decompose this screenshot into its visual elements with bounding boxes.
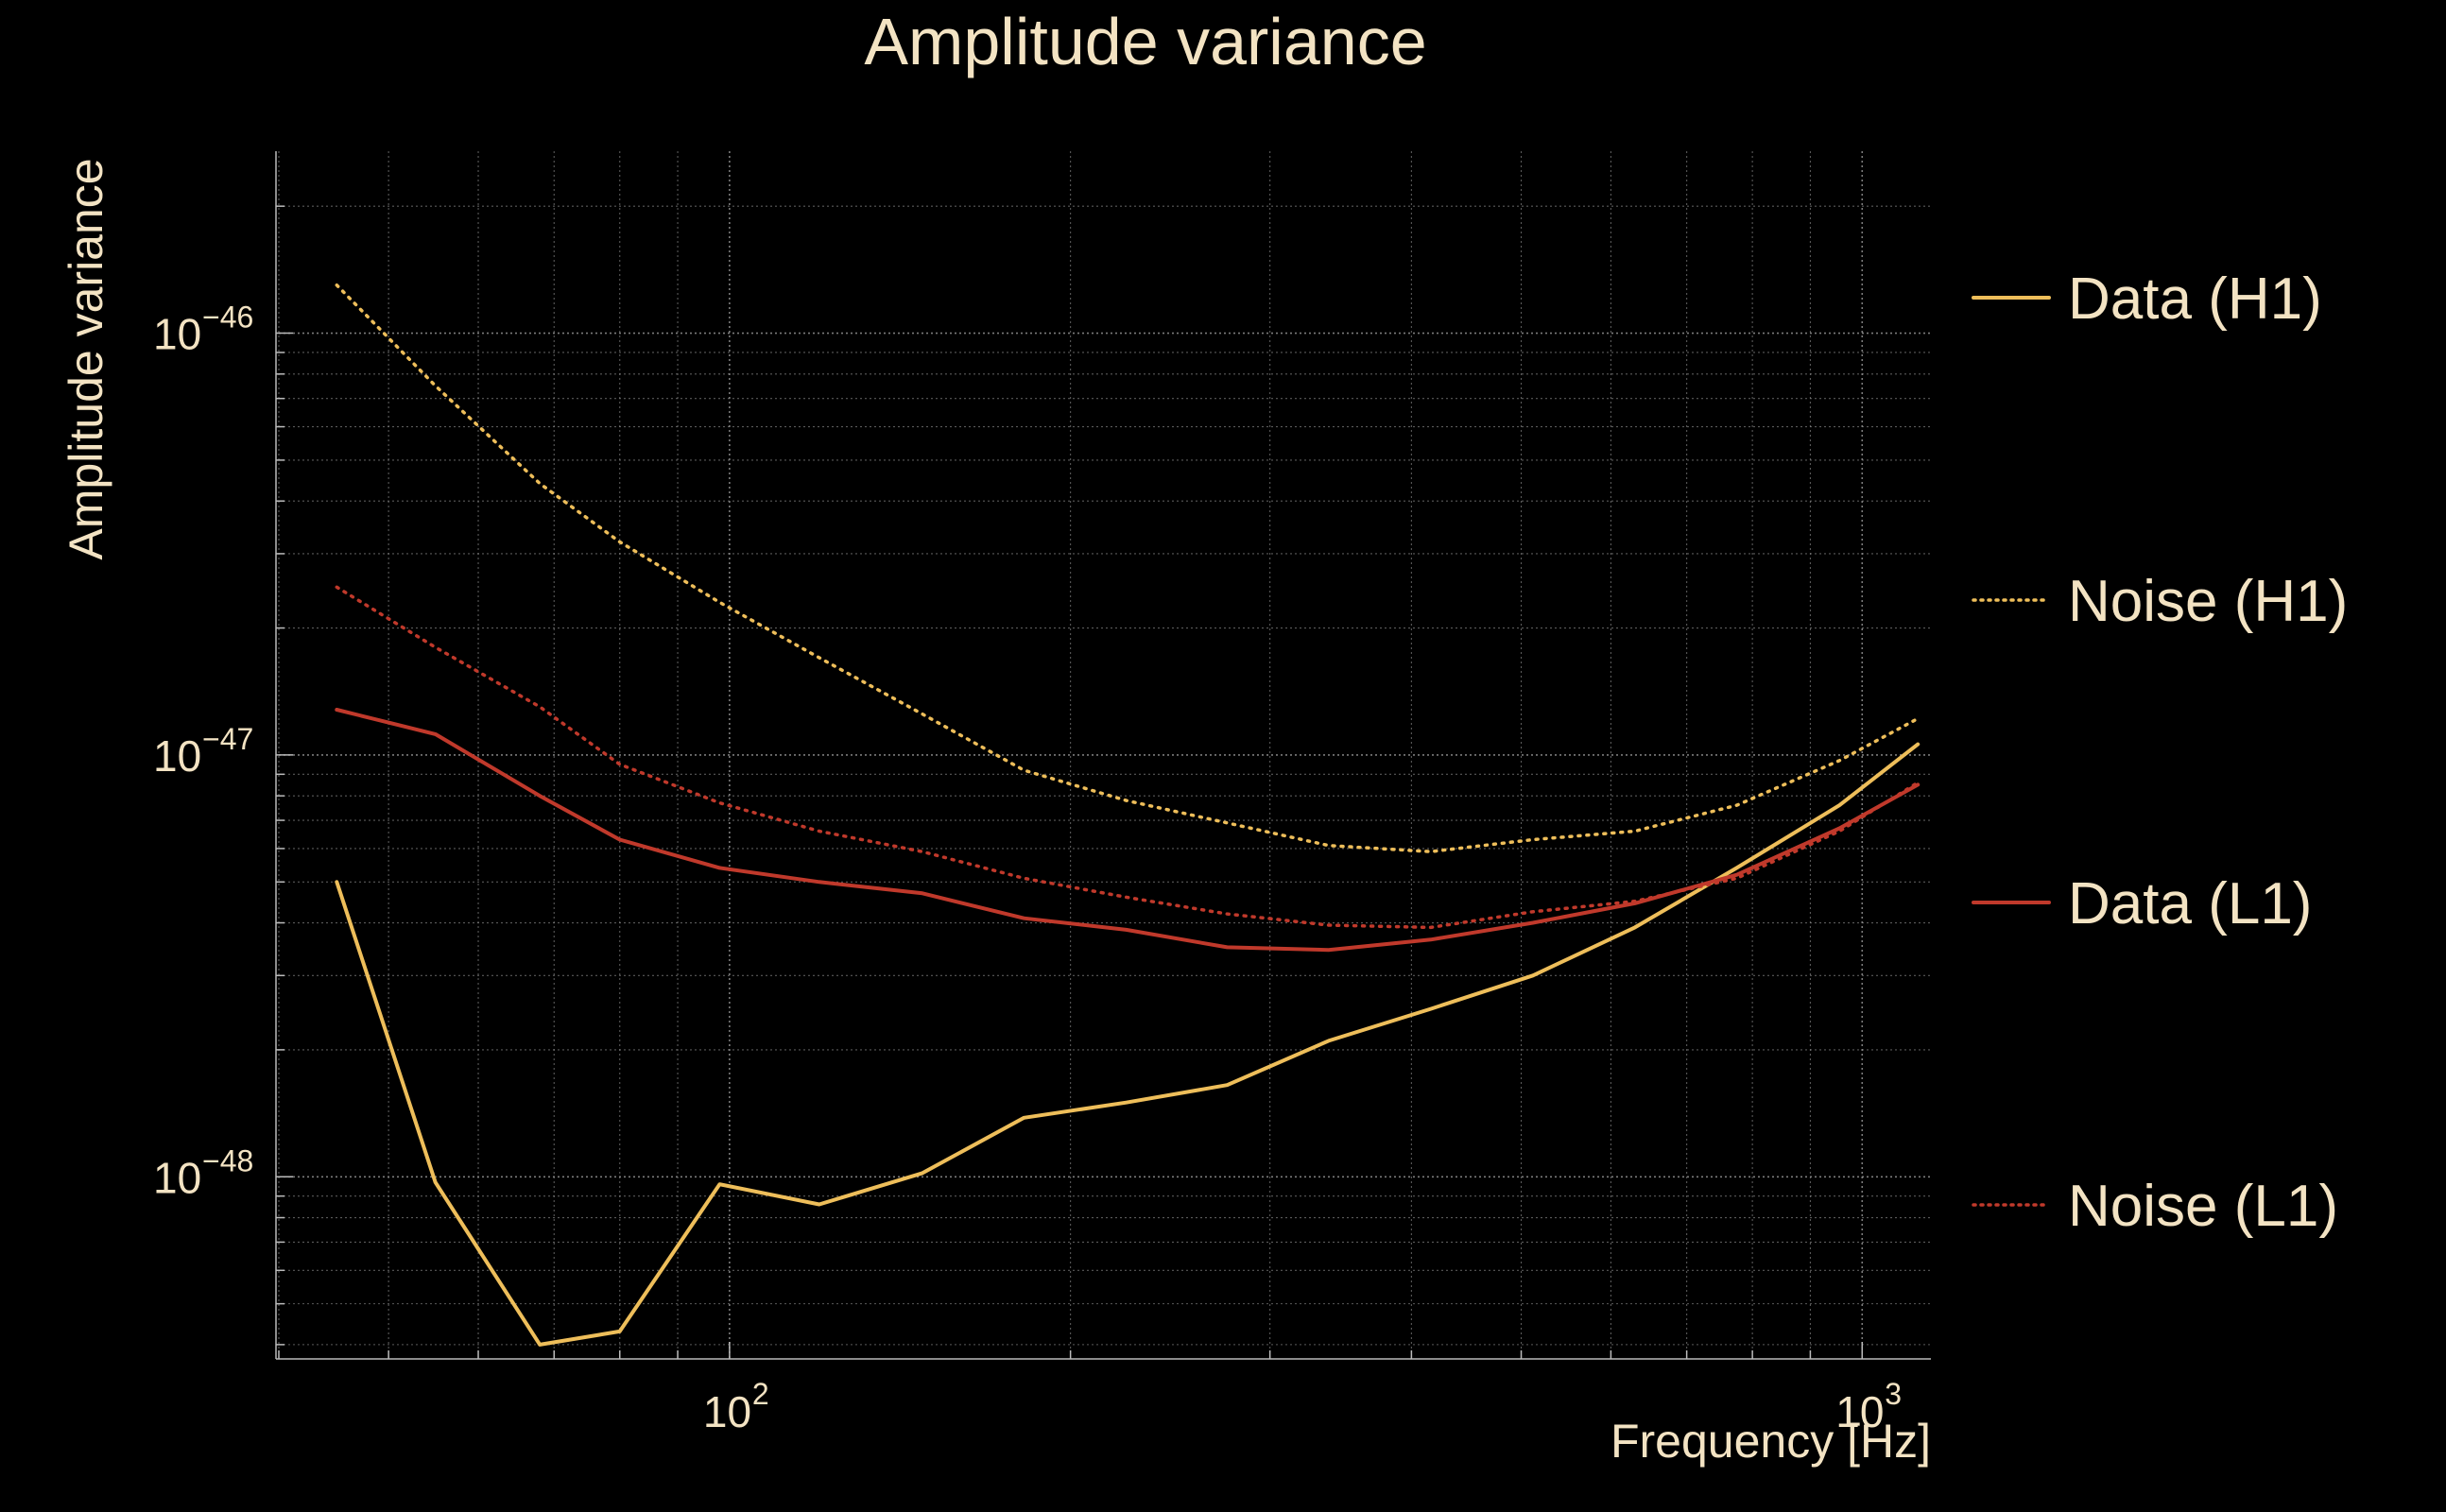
y-tick-base: 10: [153, 310, 201, 359]
y-tick-base: 10: [153, 1153, 201, 1202]
legend-entry-noise-l1: Noise (L1): [1972, 1174, 2338, 1239]
y-tick-exponent: −46: [202, 301, 253, 335]
chart-title: Amplitude variance: [864, 5, 1426, 78]
series-line-noise-l1: [335, 585, 1920, 930]
series-lines: [335, 283, 1921, 1347]
y-tick-label: 10 −46: [153, 301, 253, 359]
legend-entry-data-h1: Data (H1): [1972, 266, 2322, 332]
legend-label: Data (H1): [2068, 266, 2322, 332]
x-tick-base: 10: [1835, 1387, 1884, 1436]
series-line-data-h1: [335, 742, 1921, 1347]
x-tick-exponent: 3: [1885, 1377, 1902, 1411]
axes: [275, 151, 1931, 1360]
x-tick-label: 10 3: [1835, 1377, 1902, 1436]
legend-label: Noise (H1): [2068, 569, 2348, 634]
grid-lines: [278, 151, 1931, 1359]
y-tick-base: 10: [153, 731, 201, 781]
x-axis-label: Frequency [Hz]: [1611, 1415, 1931, 1468]
x-tick-label: 10 2: [703, 1377, 769, 1436]
y-tick-label: 10 −47: [153, 722, 253, 781]
x-tick-exponent: 2: [752, 1377, 769, 1411]
legend-entry-data-l1: Data (L1): [1972, 871, 2312, 936]
series-line-noise-h1: [335, 283, 1920, 853]
legend-label: Data (L1): [2068, 871, 2312, 936]
legend: Data (H1) Noise (H1) Data (L1) Noise (L1): [1972, 266, 2348, 1239]
y-tick-label: 10 −48: [153, 1143, 253, 1202]
x-tick-base: 10: [703, 1387, 751, 1436]
y-tick-exponent: −48: [202, 1143, 253, 1177]
y-axis-label: Amplitude variance: [60, 158, 112, 559]
y-tick-exponent: −47: [202, 722, 253, 756]
legend-entry-noise-h1: Noise (H1): [1972, 569, 2348, 634]
legend-label: Noise (L1): [2068, 1174, 2338, 1239]
